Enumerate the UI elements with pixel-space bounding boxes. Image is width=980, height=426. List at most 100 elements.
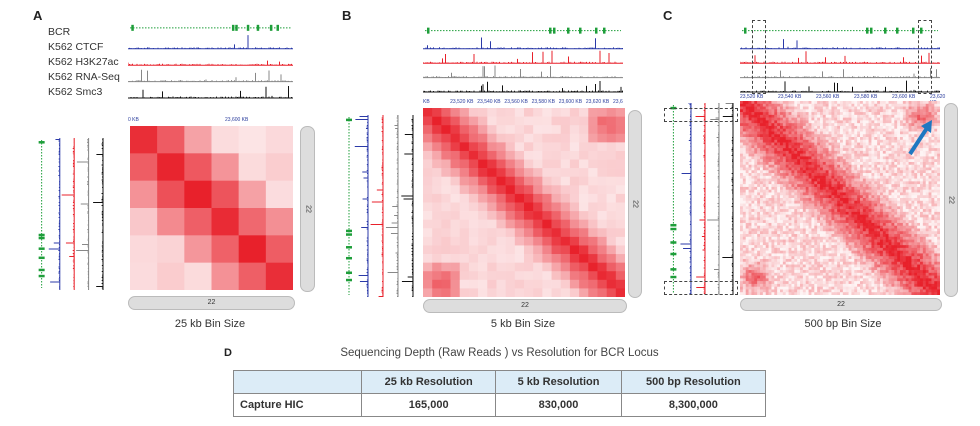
heatmap-cell [765,103,769,107]
heatmap-cell [854,156,858,160]
heatmap-cell [788,101,792,105]
heatmap-cell [740,117,744,121]
heatmap-cell [797,214,801,218]
heatmap-cell [745,236,749,240]
heatmap-cell [865,153,869,157]
heatmap-cell [496,116,506,126]
heatmap-cell [925,258,929,263]
heatmap-cell [911,181,915,185]
heatmap-cell [797,186,801,190]
panel-b-horizontal-scrollbar[interactable]: 22 [423,299,627,313]
heatmap-cell [917,186,921,190]
heatmap-cell [894,261,898,265]
heatmap-cell [748,128,752,132]
heatmap-cell [757,106,761,110]
heatmap-cell [785,137,789,141]
heatmap-cell [800,167,804,171]
heatmap-cell [922,270,927,274]
heatmap-cell [794,200,798,204]
heatmap-cell [771,222,775,227]
heatmap-cell [877,131,881,135]
heatmap-cell [877,173,881,177]
heatmap-cell [820,234,824,238]
heatmap-cell [894,250,898,254]
heatmap-cell [911,253,915,257]
heatmap-cell [768,175,772,179]
heatmap-cell [802,103,807,107]
heatmap-cell [742,225,747,229]
heatmap-cell [742,258,747,263]
heatmap-cell [740,114,744,118]
heatmap-cell [785,181,789,185]
heatmap-cell [911,159,915,163]
heatmap-cell [765,234,769,238]
heatmap-cell [882,117,887,121]
heatmap-cell [797,189,801,193]
heatmap-cell [831,214,835,218]
heatmap-cell [922,109,927,113]
heatmap-cell [754,214,758,218]
heatmap-cell [802,145,807,149]
heatmap-cell [754,231,758,235]
heatmap-cell [885,125,889,130]
heatmap-cell [802,186,807,190]
heatmap-cell [771,206,775,210]
heatmap-cell [882,103,887,107]
heatmap-cell [825,214,829,218]
heatmap-cell [874,125,878,130]
heatmap-cell [917,211,921,215]
heatmap-cell [811,123,815,127]
heatmap-cell [768,195,772,199]
heatmap-cell [800,123,804,127]
heatmap-cell [834,134,838,138]
heatmap-cell [757,173,761,177]
heatmap-cell [888,242,892,246]
heatmap-cell [802,189,807,193]
heatmap-cell [751,211,755,215]
heatmap-cell [914,117,918,121]
heatmap-cell [757,159,761,163]
heatmap-cell [928,173,932,177]
heatmap-cell [897,272,901,276]
heatmap-cell [765,175,769,179]
heatmap-cell [897,120,901,124]
panel-a-horizontal-scrollbar[interactable]: 22 [128,296,295,310]
heatmap-cell [533,193,543,203]
heatmap-cell [897,112,901,116]
heatmap-cell [920,192,924,196]
heatmap-cell [785,242,789,246]
heatmap-cell [762,109,767,113]
heatmap-cell [814,211,818,215]
heatmap-cell [880,209,884,213]
heatmap-cell [902,253,907,257]
panel-a-vertical-scrollbar[interactable]: 22 [300,126,315,292]
heatmap-cell [920,214,924,218]
heatmap-cell [817,114,821,118]
heatmap-cell [922,101,927,105]
heatmap-cell [785,247,789,251]
heatmap-cell [848,125,852,130]
heatmap-cell [768,134,772,138]
heatmap-cell [914,128,918,132]
heatmap-cell [828,150,832,154]
heatmap-cell [885,112,889,116]
heatmap-cell [834,231,838,235]
heatmap-cell [891,256,895,260]
heatmap-cell [505,202,516,212]
heatmap-cell [768,164,772,168]
heatmap-cell [820,142,824,146]
heatmap-cell [865,192,869,196]
heatmap-cell [760,134,764,138]
heatmap-cell [877,167,881,171]
heatmap-cell [900,189,904,193]
heatmap-cell [782,101,787,105]
heatmap-cell [831,267,835,271]
heatmap-cell [888,106,892,110]
heatmap-cell [868,209,872,213]
heatmap-cell [762,142,767,146]
heatmap-cell [894,109,898,113]
panel-b-vertical-scrollbar[interactable]: 22 [628,110,642,298]
heatmap-cell [857,131,861,135]
heatmap-cell [820,195,824,199]
heatmap-cell [831,145,835,149]
